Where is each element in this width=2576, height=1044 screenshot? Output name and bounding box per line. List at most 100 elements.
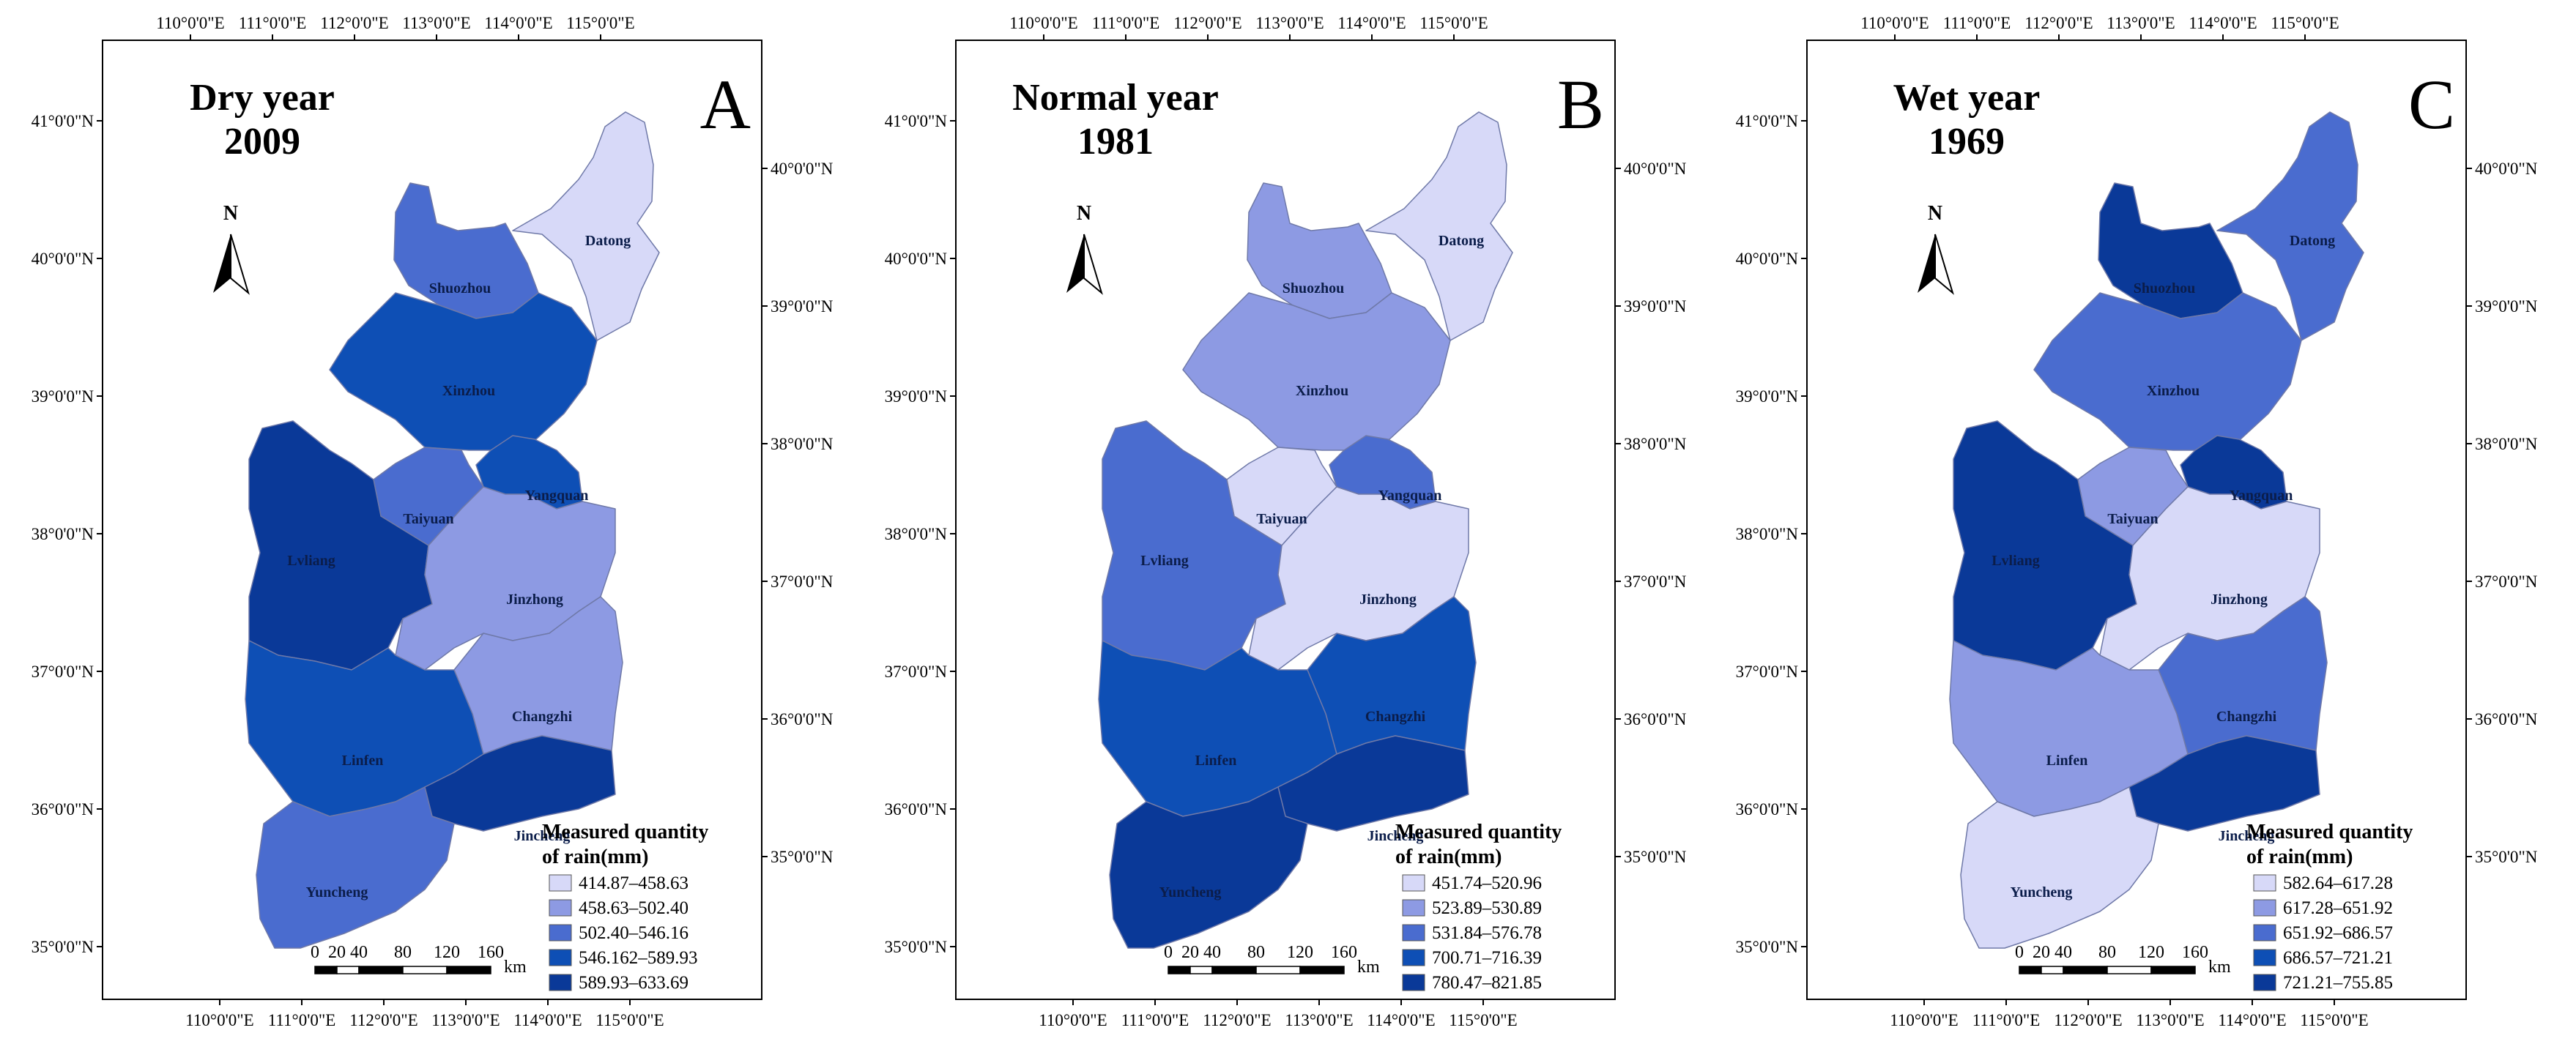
legend-item: 451.74–520.96 — [1432, 873, 1542, 893]
district-label-yangquan: Yangquan — [525, 488, 589, 504]
scale-segment — [1168, 966, 1191, 974]
top-tick-label: 115°0'0"E — [1419, 14, 1488, 32]
north-arrow-left-half — [1918, 234, 1935, 293]
district-label-taiyuan: Taiyuan — [1256, 511, 1307, 527]
bottom-tick-label: 114°0'0"E — [1367, 1011, 1435, 1029]
legend-swatch — [549, 899, 572, 917]
bottom-tick-label: 111°0'0"E — [268, 1011, 336, 1029]
legend-swatch — [1402, 974, 1425, 991]
scale-segment — [402, 966, 448, 974]
right-tick-label: 39°0'0"N — [2475, 297, 2538, 316]
scale-segment — [1299, 966, 1345, 974]
legend-item: 582.64–617.28 — [2283, 873, 2393, 893]
scale-tick-label: 20 — [328, 943, 346, 962]
top-tick-label: 111°0'0"E — [1943, 14, 2011, 32]
scale-tick-label: 20 — [2033, 943, 2050, 962]
bottom-tick-label: 115°0'0"E — [1449, 1011, 1517, 1029]
top-tick-label: 111°0'0"E — [239, 14, 307, 32]
district-label-shuozhou: Shuozhou — [1283, 280, 1345, 297]
right-tick-label: 36°0'0"N — [2475, 710, 2538, 728]
scale-tick-label: 0 — [1164, 943, 1173, 962]
right-tick-label: 38°0'0"N — [2475, 435, 2538, 453]
scale-tick-label: 120 — [1287, 943, 1313, 962]
right-tick-label: 38°0'0"N — [771, 435, 834, 453]
right-tick-label: 36°0'0"N — [771, 710, 834, 728]
panel-title-line1: Dry year — [190, 77, 335, 119]
left-tick-label: 40°0'0"N — [885, 250, 948, 268]
top-tick-label: 114°0'0"E — [2189, 14, 2257, 32]
left-tick-label: 35°0'0"N — [31, 938, 94, 956]
legend-item: 523.89–530.89 — [1432, 898, 1542, 918]
bottom-tick-label: 114°0'0"E — [2218, 1011, 2286, 1029]
bottom-tick-label: 111°0'0"E — [1121, 1011, 1189, 1029]
legend-swatch — [1402, 899, 1425, 917]
panel-title-year: 1981 — [1077, 121, 1154, 163]
scale-segment — [314, 966, 338, 974]
panel-title-line1: Wet year — [1893, 77, 2041, 119]
left-tick-label: 39°0'0"N — [1736, 387, 1799, 406]
scale-unit: km — [2208, 958, 2231, 977]
district-label-lvliang: Lvliang — [1992, 553, 2040, 569]
legend-item: 617.28–651.92 — [2283, 898, 2393, 918]
left-tick-label: 35°0'0"N — [885, 938, 948, 956]
legend-swatch — [1402, 924, 1425, 942]
north-label: N — [1928, 202, 1942, 225]
district-label-changzhi: Changzhi — [1365, 709, 1426, 725]
scale-segment — [2041, 966, 2064, 974]
legend-swatch — [2253, 874, 2276, 892]
left-tick-label: 36°0'0"N — [31, 800, 94, 819]
top-tick-label: 110°0'0"E — [156, 14, 224, 32]
left-tick-label: 38°0'0"N — [1736, 525, 1799, 543]
north-arrow-right-half — [1934, 234, 1954, 295]
panel-letter: B — [1557, 65, 1604, 143]
map-panel-b: 110°0'0"E 111°0'0"E 112°0'0"E 113°0'0"E 114°… — [885, 14, 1687, 1029]
right-tick-label: 35°0'0"N — [1624, 848, 1687, 866]
scale-tick-label: 40 — [1203, 943, 1221, 962]
left-tick-label: 36°0'0"N — [885, 800, 948, 819]
left-tick-label: 39°0'0"N — [31, 387, 94, 406]
district-label-shuozhou: Shuozhou — [2134, 280, 2196, 297]
bottom-tick-label: 112°0'0"E — [2054, 1011, 2122, 1029]
district-label-datong: Datong — [1439, 233, 1484, 249]
legend-swatch — [2253, 924, 2276, 942]
scale-segment — [336, 966, 360, 974]
district-label-jincheng: Jincheng — [1367, 828, 1424, 844]
district-yuncheng — [256, 786, 455, 949]
district-label-linfen: Linfen — [1195, 753, 1237, 769]
left-tick-label: 40°0'0"N — [31, 250, 94, 268]
scale-segment — [2019, 966, 2042, 974]
right-tick-label: 39°0'0"N — [1624, 297, 1687, 316]
district-label-yangquan: Yangquan — [2230, 488, 2293, 504]
district-label-jinzhong: Jinzhong — [506, 592, 563, 608]
top-tick-label: 110°0'0"E — [1009, 14, 1077, 32]
top-tick-label: 113°0'0"E — [2107, 14, 2175, 32]
top-tick-label: 115°0'0"E — [2271, 14, 2339, 32]
panel-letter: C — [2408, 65, 2455, 143]
district-label-jinzhong: Jinzhong — [1359, 592, 1417, 608]
bottom-tick-label: 113°0'0"E — [2136, 1011, 2204, 1029]
scale-tick-label: 0 — [311, 943, 319, 962]
district-label-xinzhou: Xinzhou — [442, 383, 495, 399]
panel-title-year: 1969 — [1929, 121, 2005, 163]
north-label: N — [1077, 202, 1091, 225]
left-tick-label: 38°0'0"N — [31, 525, 94, 543]
legend-item: 589.93–633.69 — [579, 973, 688, 993]
district-label-linfen: Linfen — [2046, 753, 2088, 769]
scale-tick-label: 0 — [2015, 943, 2024, 962]
top-tick-label: 113°0'0"E — [402, 14, 470, 32]
scale-segment — [2063, 966, 2108, 974]
scale-tick-label: 120 — [434, 943, 460, 962]
panel-letter: A — [700, 65, 751, 143]
district-label-shuozhou: Shuozhou — [429, 280, 491, 297]
district-jincheng — [2128, 735, 2320, 832]
right-tick-label: 37°0'0"N — [1624, 573, 1687, 591]
right-tick-label: 35°0'0"N — [2475, 848, 2538, 866]
left-tick-label: 37°0'0"N — [885, 663, 948, 681]
legend-item: 686.57–721.21 — [2283, 948, 2393, 968]
district-label-yuncheng: Yuncheng — [306, 884, 368, 901]
scale-segment — [1255, 966, 1301, 974]
bottom-tick-label: 111°0'0"E — [1972, 1011, 2041, 1029]
legend-item: 502.40–546.16 — [579, 923, 688, 943]
